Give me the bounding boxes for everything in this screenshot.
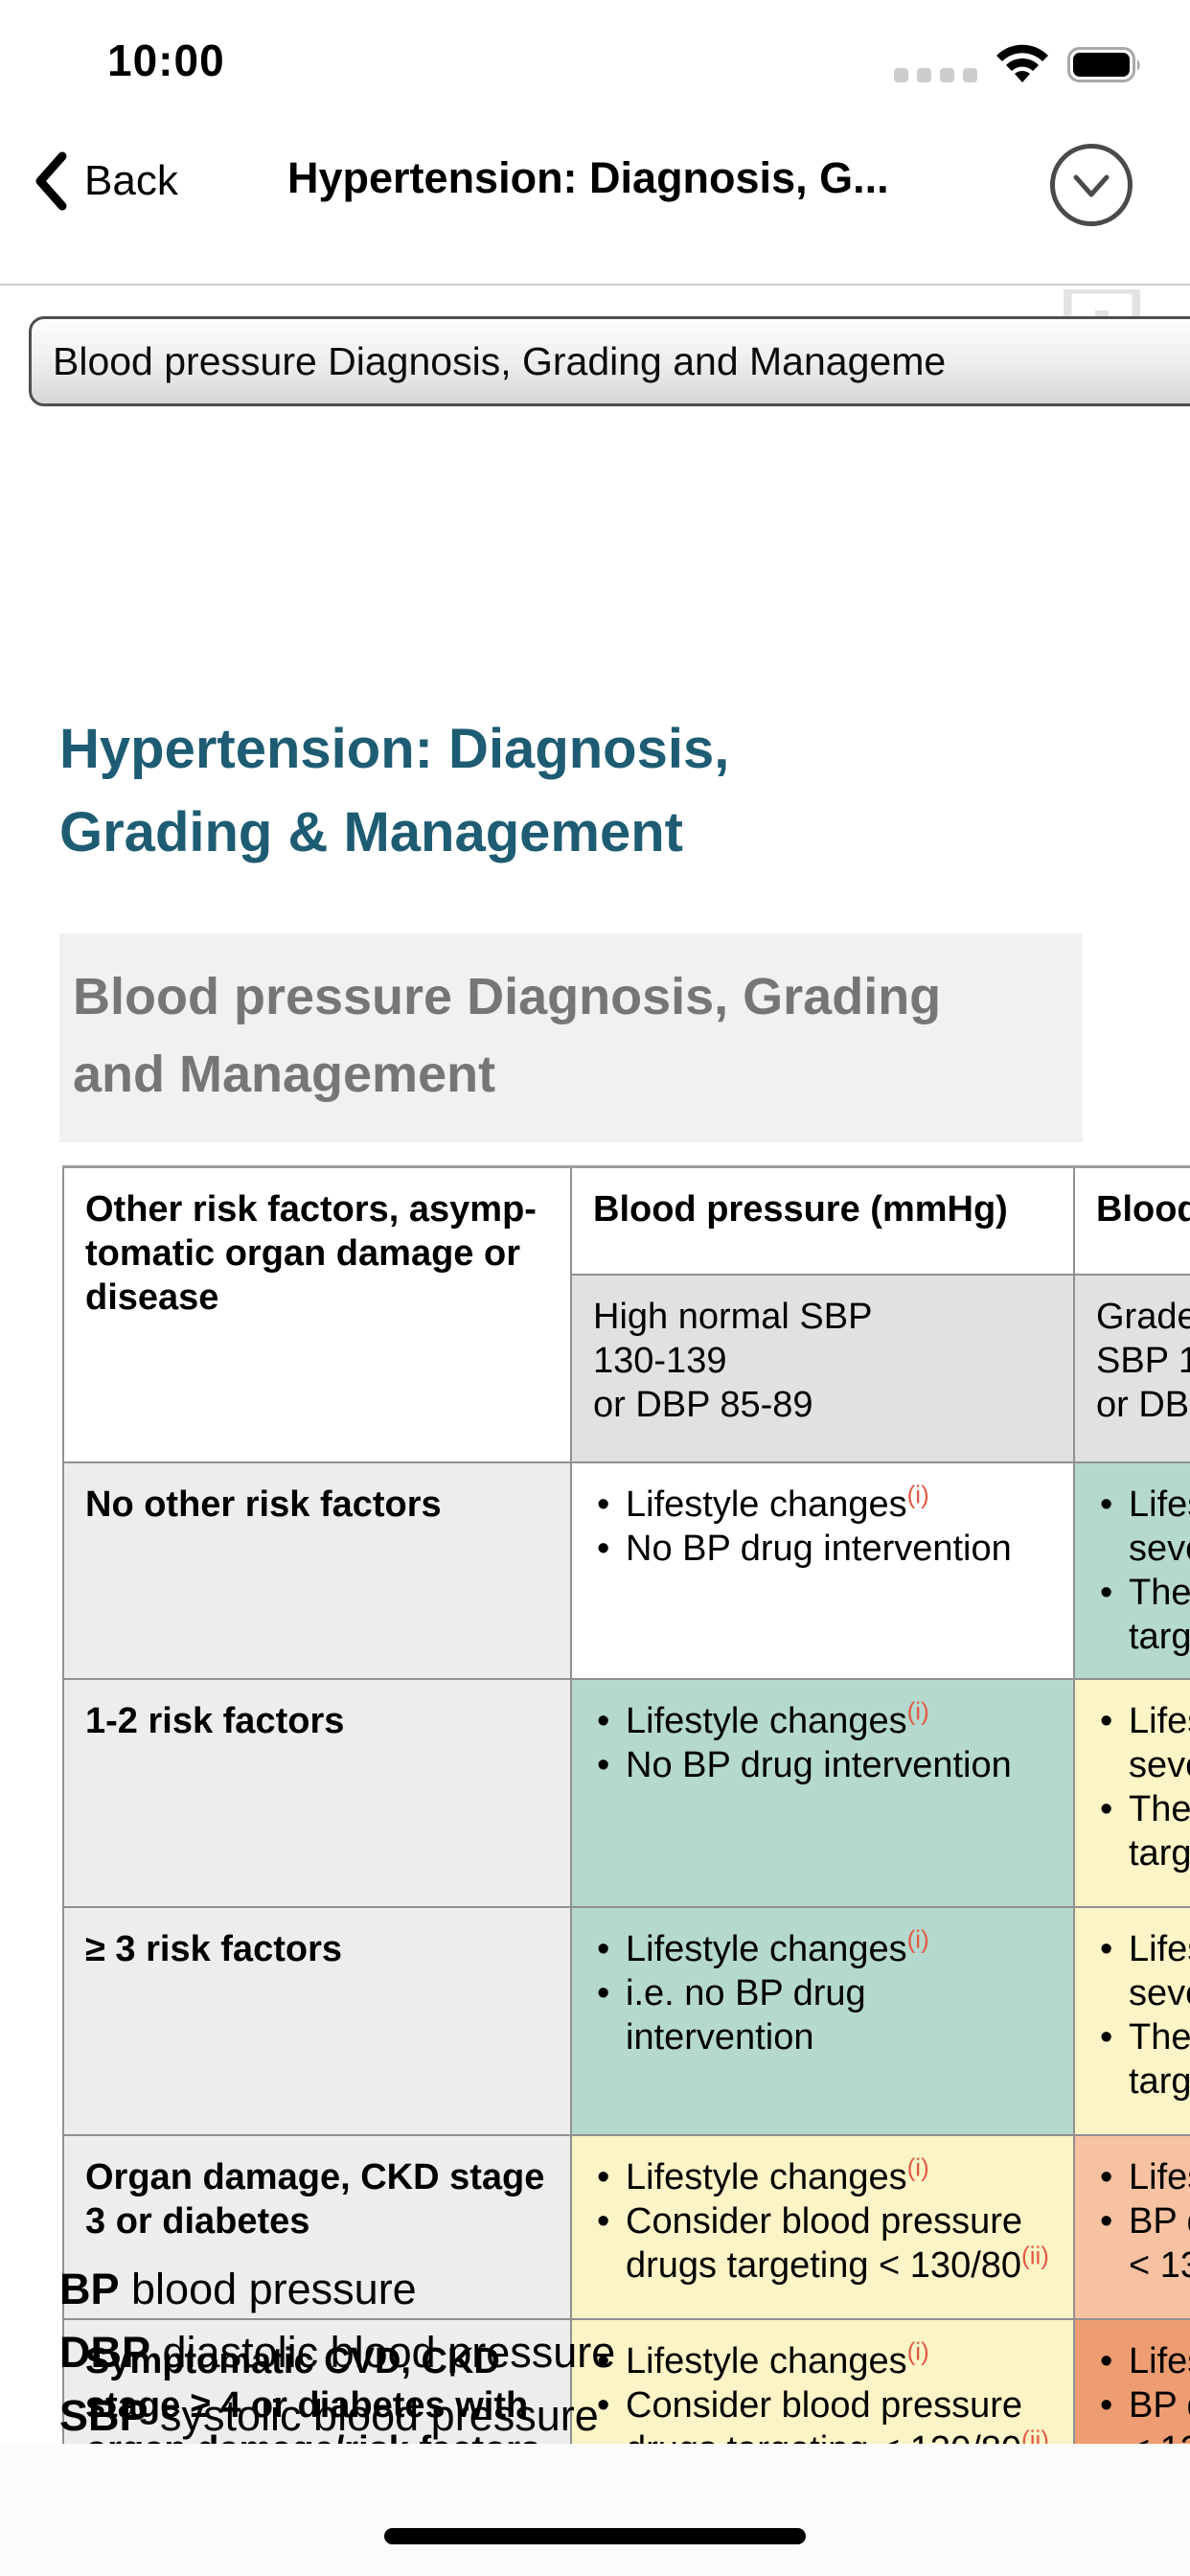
section-select-value: Blood pressure Diagnosis, Grading and Ma… — [53, 338, 947, 383]
row-label: Symptomatic CVD, CKD stage ≥ 4 or diabet… — [62, 2317, 572, 2444]
row-cell: Lifestyle changes(i) i.e. no BP drug int… — [570, 1905, 1075, 2136]
table-row: Symptomatic CVD, CKD stage ≥ 4 or diabet… — [62, 2317, 1190, 2444]
table-row: ≥ 3 risk factors Lifestyle changes(i) i.… — [62, 1905, 1190, 2136]
cell-signal-icon — [894, 67, 977, 82]
page-nav-title: Hypertension: Diagnosis, G... — [287, 153, 889, 202]
status-time: 10:00 — [107, 35, 225, 85]
collapse-section-button[interactable] — [1050, 144, 1133, 226]
row-label: Organ damage, CKD stage 3 or diabetes — [62, 2133, 572, 2320]
bp-management-table[interactable]: Other risk factors, asymp- tomatic organ… — [62, 1165, 1190, 2444]
back-label: Back — [84, 157, 178, 204]
table-header-bp: Blood pressure (mmHg) — [570, 1165, 1075, 1276]
nav-bar: Back Hypertension: Diagnosis, G... — [0, 96, 1190, 286]
row-cell: Lifestyle changes(i) Consider blood pres… — [570, 2317, 1075, 2444]
row-cell-clipped: Lifest sever Then targe — [1073, 1677, 1190, 1908]
table-row: 1-2 risk factors Lifestyle changes(i) No… — [62, 1677, 1190, 1908]
section-select-dropdown[interactable]: Blood pressure Diagnosis, Grading and Ma… — [29, 316, 1190, 406]
row-cell-clipped: Lifest BP dr < 130 — [1073, 2133, 1190, 2320]
table-row: Organ damage, CKD stage 3 or diabetes Li… — [62, 2133, 1190, 2320]
abbreviations: BP blood pressure DBP diastolic blood pr… — [59, 2258, 615, 2444]
table-header-bp-2: Blood — [1073, 1165, 1190, 1276]
status-bar: 10:00 — [0, 0, 1190, 96]
table-subheader-high-normal: High normal SBP 130-139 or DBP 85-89 — [570, 1273, 1075, 1463]
row-label: No other risk factors — [62, 1460, 572, 1680]
row-label: 1-2 risk factors — [62, 1677, 572, 1908]
abbr-line: SBP systolic blood pressure — [59, 2391, 599, 2440]
page-title: Hypertension: Diagnosis, Grading & Manag… — [59, 718, 730, 863]
row-cell: Lifestyle changes(i) Consider blood pres… — [570, 2133, 1075, 2320]
bottom-bar — [0, 2444, 1190, 2576]
row-label: ≥ 3 risk factors — [62, 1905, 572, 2136]
abbr-line: DBP diastolic blood pressure — [59, 2328, 616, 2377]
abbr-line: BP blood pressure — [59, 2265, 417, 2313]
back-chevron-icon — [35, 151, 67, 211]
table-header-risk-factors: Other risk factors, asymp- tomatic organ… — [62, 1165, 572, 1463]
row-cell: Lifestyle changes(i) No BP drug interven… — [570, 1677, 1075, 1908]
table-subheader-grade1: Grade SBP 14 or DBP — [1073, 1273, 1190, 1463]
chevron-down-icon — [1073, 174, 1110, 197]
back-button[interactable]: Back — [34, 151, 178, 211]
table-row: No other risk factors Lifestyle changes(… — [62, 1460, 1190, 1680]
section-heading: Blood pressure Diagnosis, Grading and Ma… — [59, 933, 1083, 1142]
home-indicator[interactable] — [384, 2528, 806, 2544]
row-cell-clipped: Lifest sever Then targe — [1073, 1905, 1190, 2136]
document-content: Blood pressure Diagnosis, Grading and Ma… — [0, 286, 1190, 2444]
row-cell-clipped: Lifest BP dr < 130 — [1073, 2317, 1190, 2444]
wifi-icon — [996, 44, 1048, 82]
row-cell: Lifestyle changes(i) No BP drug interven… — [570, 1460, 1075, 1680]
battery-icon — [1067, 47, 1140, 82]
row-cell-clipped: Lifest sever Then targe — [1073, 1460, 1190, 1680]
